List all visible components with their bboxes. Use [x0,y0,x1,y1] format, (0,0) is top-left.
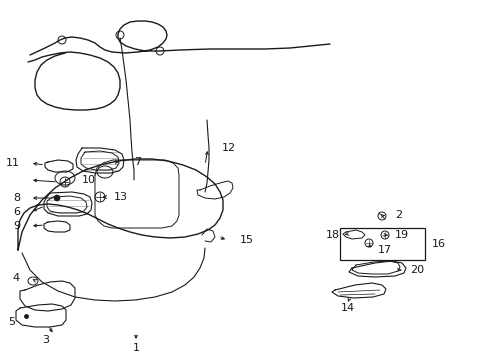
Text: 13: 13 [114,192,128,202]
Text: 6: 6 [13,207,20,217]
Text: 10: 10 [82,175,96,185]
Bar [339,228,424,260]
Text: 17: 17 [377,245,391,255]
Text: 8: 8 [13,193,20,203]
Text: 5: 5 [8,317,16,327]
Text: 14: 14 [340,303,354,313]
Text: 18: 18 [325,230,339,240]
Text: 2: 2 [394,210,401,220]
Text: 12: 12 [222,143,236,153]
Text: 4: 4 [13,273,20,283]
Text: 11: 11 [6,158,20,168]
Text: 19: 19 [394,230,408,240]
Text: 20: 20 [409,265,423,275]
Text: 16: 16 [431,239,445,249]
Text: 1: 1 [132,343,139,353]
Circle shape [54,195,60,201]
Text: 3: 3 [42,335,49,345]
Text: 9: 9 [13,221,20,231]
Text: 15: 15 [240,235,253,245]
Text: 7: 7 [134,157,141,167]
